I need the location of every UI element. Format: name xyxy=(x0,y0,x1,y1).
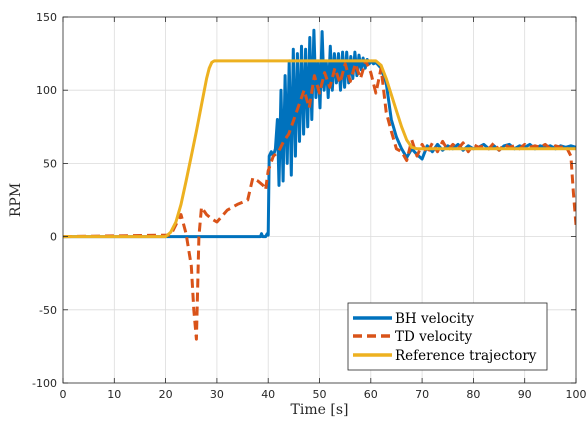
legend-label-reference-trajectory: Reference trajectory xyxy=(395,348,537,364)
legend-label-bh-velocity: BH velocity xyxy=(395,311,474,327)
x-tick-label: 50 xyxy=(313,388,327,401)
legend: BH velocity TD velocity Reference trajec… xyxy=(347,302,548,371)
y-tick-label: -50 xyxy=(39,304,57,317)
series-layer xyxy=(63,28,576,341)
x-tick-label: 20 xyxy=(159,388,173,401)
y-tick-label: 0 xyxy=(50,231,57,244)
axis-ticks: 0 10 20 30 40 50 60 70 80 90 100 -100 -50 0 50 100 150 xyxy=(32,11,586,401)
x-tick-label: 0 xyxy=(60,388,67,401)
y-tick-label: 150 xyxy=(36,11,57,24)
x-tick-label: 60 xyxy=(364,388,378,401)
x-tick-label: 90 xyxy=(518,388,532,401)
y-axis-title: RPM xyxy=(8,183,24,217)
x-tick-label: 100 xyxy=(566,388,587,401)
x-axis-title: Time [s] xyxy=(291,402,349,418)
x-tick-label: 10 xyxy=(107,388,121,401)
x-tick-label: 40 xyxy=(261,388,275,401)
series-line-td-velocity xyxy=(63,59,576,341)
x-tick-label: 70 xyxy=(415,388,429,401)
legend-label-td-velocity: TD velocity xyxy=(395,329,472,345)
series-line-reference-trajectory xyxy=(63,59,576,239)
y-tick-label: 50 xyxy=(43,157,57,170)
y-tick-label: 100 xyxy=(36,84,57,97)
x-tick-label: 80 xyxy=(466,388,480,401)
x-tick-label: 30 xyxy=(210,388,224,401)
y-tick-label: -100 xyxy=(32,377,57,390)
